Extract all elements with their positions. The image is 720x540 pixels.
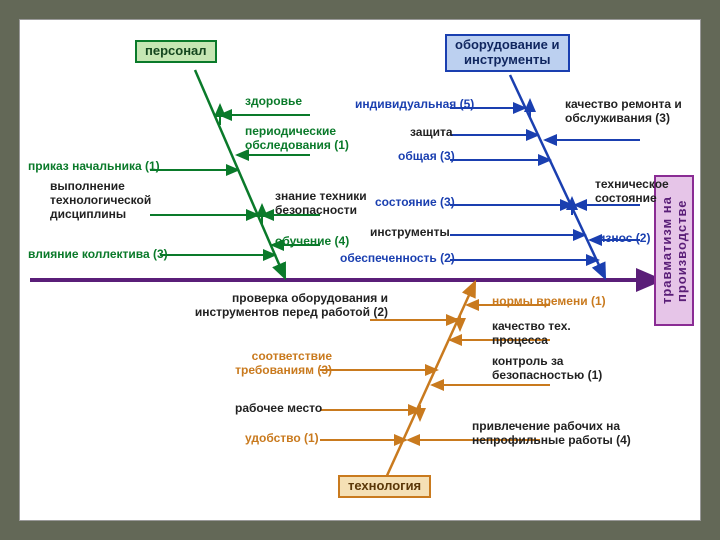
cat-personnel-label: персонал	[145, 43, 207, 58]
p-collective: влияние коллектива (3)	[28, 248, 168, 262]
p-discipline: выполнение технологической дисциплины	[50, 180, 200, 221]
p-periodic: периодическиеобследования (1)	[245, 125, 349, 153]
e-general: общая (3)	[398, 150, 455, 164]
p-order: приказ начальника (1)	[28, 160, 160, 174]
e-state: состояние (3)	[375, 196, 455, 210]
result-label: травматизм на производстве	[659, 197, 689, 305]
e-provision: обеспеченность (2)	[340, 252, 455, 266]
cat-equipment-label: оборудование иинструменты	[455, 37, 560, 67]
e-repair-quality: качество ремонта и обслуживания (3)	[565, 98, 695, 126]
t-compliance: соответствие требованиям (3)	[222, 350, 332, 378]
t-process-quality: качество тех. процесса	[492, 320, 612, 348]
t-comfort: удобство (1)	[245, 432, 319, 446]
fishbone-diagram: персонал оборудование иинструменты техно…	[19, 19, 701, 521]
p-training: обучение (4)	[275, 235, 349, 249]
e-wear: износ (2)	[598, 232, 650, 246]
e-tech-state: техническое состояние	[595, 178, 695, 206]
t-safety-control: контроль за безопасностью (1)	[492, 355, 622, 383]
e-protection: защита	[410, 126, 453, 140]
t-nonprofile: привлечение рабочих на непрофильные рабо…	[472, 420, 657, 448]
cat-equipment: оборудование иинструменты	[445, 34, 570, 72]
t-check: проверка оборудования и инструментов пер…	[188, 292, 388, 320]
e-individual: индивидуальная (5)	[355, 98, 474, 112]
e-instruments: инструменты	[370, 226, 450, 240]
t-time-norms: нормы времени (1)	[492, 295, 606, 309]
cat-technology-label: технология	[348, 478, 421, 493]
p-health: здоровье	[245, 95, 302, 109]
cat-personnel: персонал	[135, 40, 217, 63]
t-workplace: рабочее место	[235, 402, 322, 416]
cat-technology: технология	[338, 475, 431, 498]
